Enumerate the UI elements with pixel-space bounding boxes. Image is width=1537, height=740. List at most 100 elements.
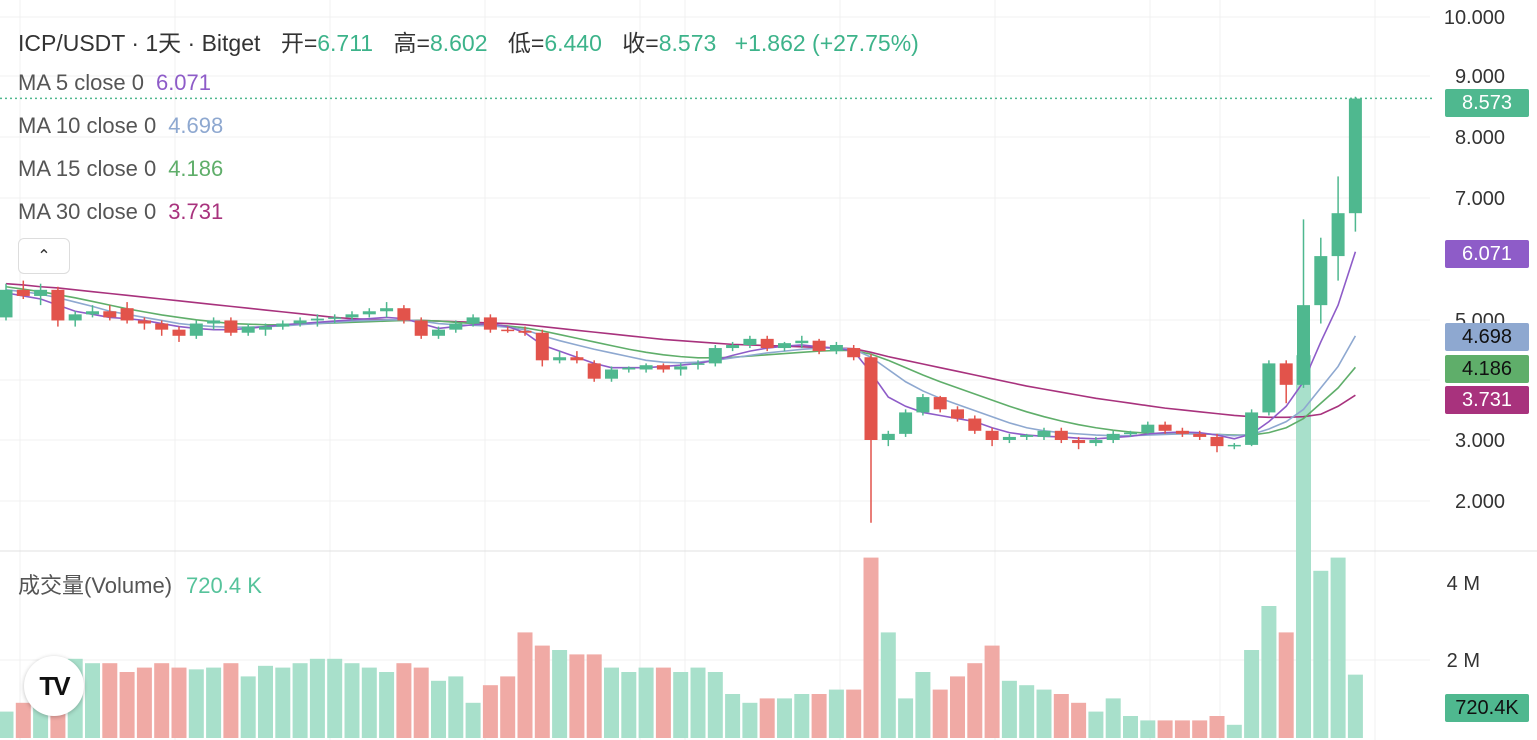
candle-body [1210, 436, 1224, 447]
ma10-legend[interactable]: MA 10 close 0 4.698 [18, 113, 223, 139]
volume-bar [119, 672, 135, 738]
open-value: 6.711 [317, 30, 374, 56]
volume-bar [794, 694, 810, 738]
candle-body [241, 326, 255, 333]
last-price-tag: 8.573 [1445, 89, 1529, 117]
volume-bar [552, 650, 568, 738]
ma5-value: 6.071 [155, 70, 212, 95]
candle-body [207, 320, 221, 324]
candle-body [328, 317, 342, 319]
candle-body [1124, 432, 1137, 435]
volume-bar [102, 663, 118, 738]
candle-body [881, 433, 895, 440]
volume-bar [967, 663, 983, 738]
candle-body [847, 348, 861, 358]
candle-body [916, 397, 930, 413]
candle-body [397, 308, 411, 321]
ma10-price-tag: 4.698 [1445, 323, 1529, 351]
volume-bar [327, 658, 343, 738]
candle-body [16, 289, 30, 296]
candle-body [726, 344, 740, 349]
volume-bar [1296, 355, 1311, 738]
volume-legend[interactable]: 成交量(Volume) 720.4 K [18, 568, 262, 600]
high-value: 8.602 [429, 30, 488, 56]
ma30-legend[interactable]: MA 30 close 0 3.731 [18, 199, 223, 225]
candle-body [674, 366, 688, 370]
candle-body [691, 363, 705, 365]
ma15-legend[interactable]: MA 15 close 0 4.186 [18, 156, 223, 182]
candle-body [155, 323, 169, 330]
candle-body [120, 308, 134, 321]
volume-bar [292, 663, 308, 738]
high-label: 高= [393, 30, 430, 56]
candle-body [968, 418, 982, 431]
volume-bar [431, 680, 446, 738]
volume-bar [482, 685, 498, 738]
volume-bar [275, 667, 291, 738]
volume-bar [258, 665, 273, 738]
ma5-legend[interactable]: MA 5 close 0 6.071 [18, 70, 211, 96]
candle-body [1002, 436, 1016, 440]
volume-bar [638, 667, 654, 738]
candle-body [812, 340, 826, 352]
candle-body [1331, 213, 1345, 257]
candle-body [1158, 424, 1172, 431]
candle-body [345, 314, 359, 318]
candle-body [1262, 363, 1276, 413]
collapse-legend-button[interactable]: ⌃ [18, 238, 70, 274]
volume-bar [1174, 720, 1190, 738]
candle-body [708, 348, 722, 364]
candle-body [224, 320, 238, 333]
volume-bar [413, 667, 429, 738]
volume-bar [1347, 674, 1363, 738]
candle-body [276, 323, 290, 327]
candle-body [362, 311, 376, 315]
volume-value: 720.4 K [186, 573, 262, 598]
candle-body [639, 365, 653, 370]
volume-bar [655, 667, 671, 738]
ma30-price-tag: 3.731 [1445, 386, 1529, 414]
volume-tick-label: 2 M [1447, 650, 1480, 672]
volume-bar [309, 658, 325, 738]
candle-body [1072, 440, 1086, 444]
candle-body [1054, 430, 1068, 440]
candle-body [933, 397, 947, 410]
volume-bar [188, 669, 204, 738]
candle-body [518, 330, 532, 333]
volume-bar [1036, 689, 1052, 738]
candle-body [1089, 440, 1103, 444]
volume-bar [1226, 724, 1242, 738]
candle-body [622, 367, 636, 370]
volume-bar [621, 672, 637, 738]
volume-label: 成交量(Volume) [18, 573, 173, 598]
volume-bar [950, 676, 965, 738]
volume-bar [932, 689, 948, 738]
volume-bar [673, 672, 689, 738]
price-tick-label: 8.000 [1455, 127, 1505, 149]
candle-body [414, 320, 428, 336]
volume-bar [206, 667, 222, 738]
volume-bar [154, 663, 170, 738]
ma10-label: MA 10 close 0 [18, 113, 157, 138]
candle-body [1141, 424, 1155, 433]
tradingview-logo-icon[interactable]: TV [24, 656, 84, 716]
volume-bar [240, 676, 256, 738]
volume-tick-label: 4 M [1447, 573, 1480, 595]
volume-bar [1209, 716, 1225, 738]
volume-bar [863, 557, 879, 738]
volume-bar [1261, 606, 1277, 738]
candle-body [829, 344, 843, 352]
candle-body [137, 320, 151, 324]
candle-body [501, 329, 515, 332]
volume-bar [1157, 720, 1173, 738]
candle-body [380, 308, 394, 312]
candle-body [1227, 444, 1241, 447]
volume-bar [1123, 716, 1138, 738]
price-tick-label: 7.000 [1455, 188, 1505, 210]
volume-bar [361, 667, 377, 738]
candle-body [293, 320, 307, 324]
candle-body [1245, 412, 1259, 445]
candle-body [51, 289, 65, 321]
close-label: 收= [622, 30, 659, 56]
